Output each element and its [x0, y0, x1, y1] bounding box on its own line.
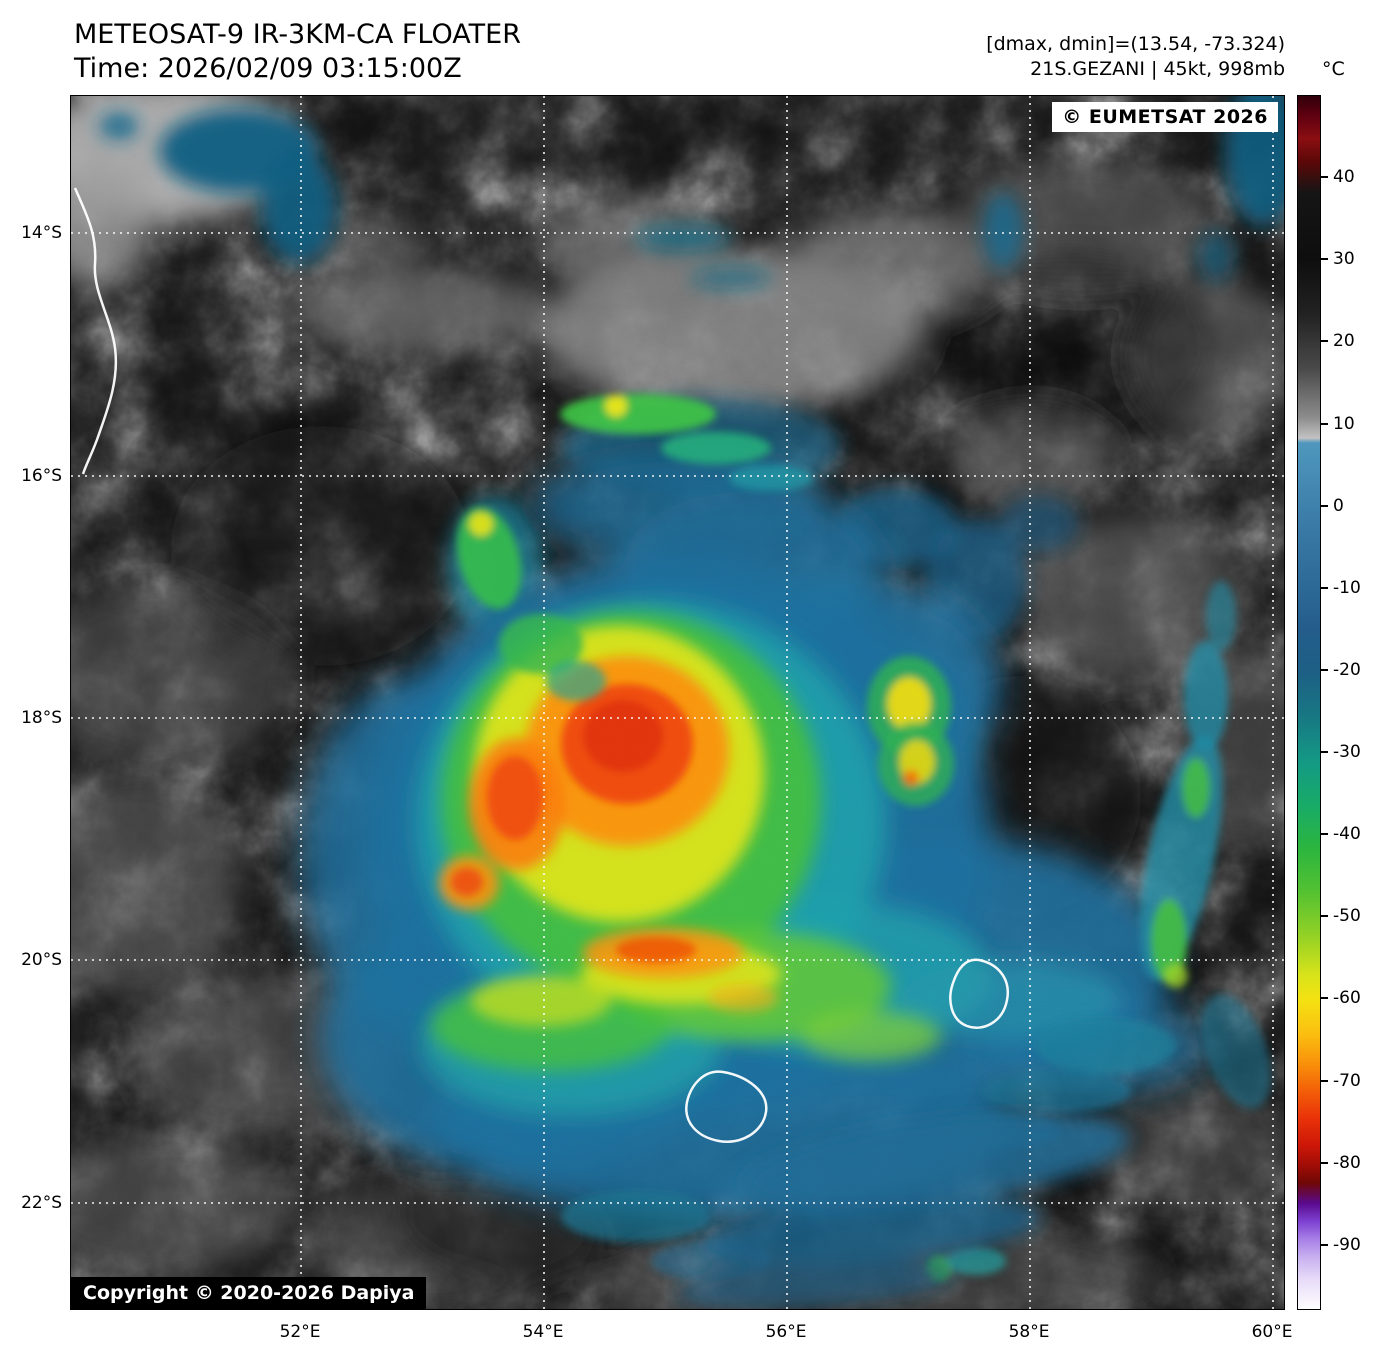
- colorbar-tick-label: 0: [1333, 496, 1344, 516]
- grain-texture: [71, 96, 1284, 1309]
- lat-label-18s: 18°S: [21, 708, 62, 728]
- colorbar-tick: [1321, 915, 1328, 917]
- eumetsat-credit-badge: © EUMETSAT 2026: [1052, 102, 1278, 132]
- colorbar-tick: [1321, 1080, 1328, 1082]
- colorbar-tick-label: 40: [1333, 167, 1355, 187]
- lat-label-16s: 16°S: [21, 466, 62, 486]
- lon-label-60e: 60°E: [1251, 1322, 1293, 1342]
- title-block: METEOSAT-9 IR-3KM-CA FLOATER Time: 2026/…: [74, 18, 521, 86]
- colorbar-unit-label: °C: [1322, 58, 1345, 80]
- colorbar-tick-label: -90: [1333, 1235, 1361, 1255]
- storm-info-label: 21S.GEZANI | 45kt, 998mb: [1030, 58, 1285, 80]
- lon-label-52e: 52°E: [279, 1322, 321, 1342]
- coastline-reunion: [685, 1070, 768, 1143]
- colorbar-tick: [1321, 669, 1328, 671]
- colorbar-tick: [1321, 258, 1328, 260]
- colorbar-tick: [1321, 423, 1328, 425]
- colorbar-tick-label: -20: [1333, 660, 1361, 680]
- colorbar-tick-label: -70: [1333, 1071, 1361, 1091]
- info-block: [dmax, dmin]=(13.54, -73.324) 21S.GEZANI…: [986, 32, 1285, 82]
- colorbar-tick: [1321, 833, 1328, 835]
- colorbar: [1297, 95, 1321, 1310]
- time-label: Time: 2026/02/09 03:15:00Z: [74, 53, 462, 84]
- satellite-image: [71, 96, 1284, 1309]
- colorbar-tick: [1321, 587, 1328, 589]
- copyright-badge: Copyright © 2020-2026 Dapiya: [71, 1277, 427, 1309]
- colorbar-tick-label: 10: [1333, 414, 1355, 434]
- dmax-dmin-label: [dmax, dmin]=(13.54, -73.324): [986, 33, 1285, 55]
- colorbar-tick-label: 20: [1333, 331, 1355, 351]
- colorbar-tick-label: -40: [1333, 824, 1361, 844]
- lat-label-22s: 22°S: [21, 1193, 62, 1213]
- coastline-layer: [73, 187, 1010, 1143]
- colorbar-tick: [1321, 1244, 1328, 1246]
- colorbar-tick-label: -80: [1333, 1153, 1361, 1173]
- colorbar-tick: [1321, 751, 1328, 753]
- lon-label-56e: 56°E: [765, 1322, 807, 1342]
- colorbar-tick-label: -30: [1333, 742, 1361, 762]
- lon-label-54e: 54°E: [522, 1322, 564, 1342]
- colorbar-tick-label: -10: [1333, 578, 1361, 598]
- satellite-map: © EUMETSAT 2026 Copyright © 2020-2026 Da…: [70, 95, 1285, 1310]
- colorbar-tick-label: -50: [1333, 906, 1361, 926]
- colorbar-tick: [1321, 505, 1328, 507]
- colorbar-tick: [1321, 340, 1328, 342]
- colorbar-tick: [1321, 997, 1328, 999]
- lon-label-58e: 58°E: [1008, 1322, 1050, 1342]
- page-title: METEOSAT-9 IR-3KM-CA FLOATER: [74, 19, 521, 50]
- lat-label-14s: 14°S: [21, 223, 62, 243]
- coastline-mauritius: [949, 958, 1010, 1029]
- colorbar-tick: [1321, 176, 1328, 178]
- coastline-madagascar: [73, 187, 118, 475]
- colorbar-tick-label: 30: [1333, 249, 1355, 269]
- colorbar-tick: [1321, 1162, 1328, 1164]
- lat-label-20s: 20°S: [21, 950, 62, 970]
- colorbar-tick-label: -60: [1333, 988, 1361, 1008]
